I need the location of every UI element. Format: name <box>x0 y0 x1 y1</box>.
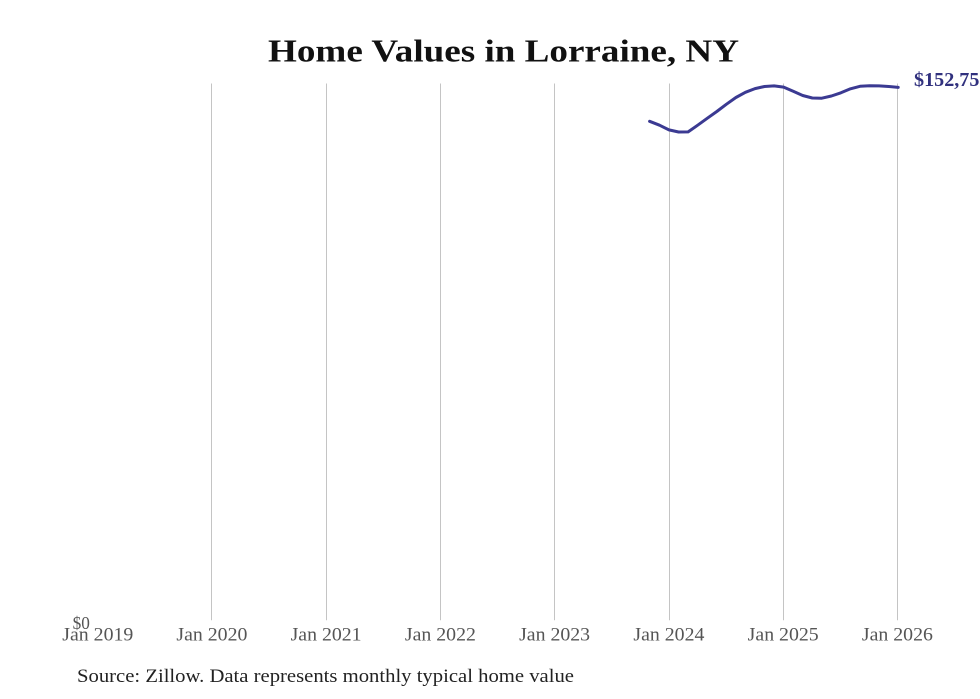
svg-text:Home Values in Lorraine, NY: Home Values in Lorraine, NY <box>268 33 739 69</box>
svg-text:Source: Zillow. Data represent: Source: Zillow. Data represents monthly … <box>77 666 574 687</box>
svg-text:Jan 2024: Jan 2024 <box>633 625 705 646</box>
svg-text:Jan 2026: Jan 2026 <box>862 625 933 646</box>
svg-text:Jan 2025: Jan 2025 <box>748 625 819 646</box>
svg-text:Jan 2021: Jan 2021 <box>291 625 362 646</box>
svg-text:Jan 2020: Jan 2020 <box>176 625 247 646</box>
svg-text:Jan 2023: Jan 2023 <box>519 625 590 646</box>
svg-text:Jan 2019: Jan 2019 <box>62 625 133 646</box>
svg-text:Jan 2022: Jan 2022 <box>405 625 476 646</box>
svg-text:$152,750: $152,750 <box>914 69 980 91</box>
svg-text:$0: $0 <box>73 613 90 633</box>
